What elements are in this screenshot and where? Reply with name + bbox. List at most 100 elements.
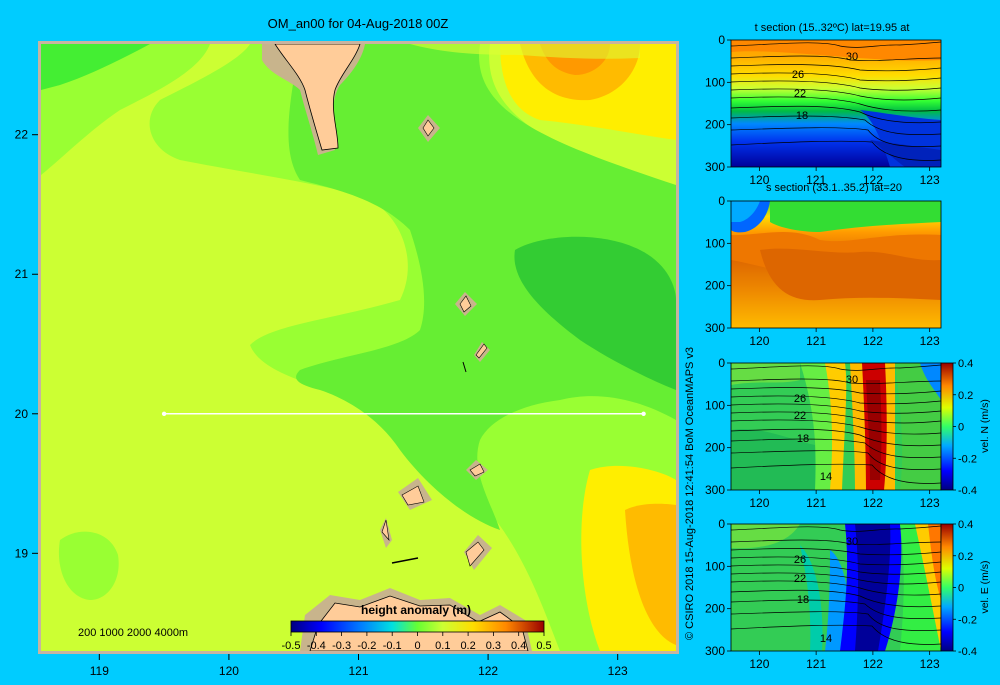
veln-contour-label-4: 18 (797, 433, 809, 445)
vele-section-x-tick-label: 121 (806, 657, 826, 671)
veln-colorbar-tick-label: -0.4 (958, 485, 977, 497)
vele-field-patch1 (731, 524, 800, 549)
t-contour-label-1: 30 (846, 51, 858, 63)
colorbar-tick-label: -0.3 (332, 640, 351, 652)
t-section-frame (730, 39, 942, 168)
veln-contour-label-5: 14 (820, 471, 832, 483)
veln-field-patch2 (800, 363, 837, 490)
colorbar-tick-label: 0.3 (486, 640, 501, 652)
veln-section-y-tick-label: 0 (718, 356, 725, 370)
map-x-tick-label: 122 (478, 664, 498, 678)
land-taiwan (274, 44, 361, 151)
veln-section-y-tick-label: 300 (705, 483, 725, 497)
map-field (41, 44, 676, 651)
map-x-tick-label: 123 (608, 664, 628, 678)
veln-contours (731, 364, 941, 484)
field-se-orange (625, 503, 676, 645)
vele-section-y-tick-label: 300 (705, 644, 725, 658)
map-y-axis: 22 21 20 19 (15, 128, 38, 560)
veln-contour-label-3: 22 (794, 410, 806, 422)
credit-text: © CSIRO 2018 15-Aug-2018 12:41:54 BoM Oc… (684, 347, 696, 640)
t-section-field (731, 40, 941, 167)
vele-section-y-tick-label: 0 (718, 517, 725, 531)
map-y-tick-label: 19 (15, 546, 29, 560)
vele-contour-label-3: 22 (794, 573, 806, 585)
map-y-tick-label: 20 (15, 407, 29, 421)
map-y-tick-label: 22 (15, 128, 29, 142)
s-field-core2 (760, 248, 941, 301)
t-contour-label-2: 26 (792, 69, 804, 81)
s-section-y-tick-label: 100 (705, 236, 725, 250)
map-x-tick-label: 121 (348, 664, 368, 678)
s-section-frame (730, 200, 942, 329)
veln-colorbar-tick-label: 0 (958, 422, 964, 434)
veln-section-axes: 120 121 122 123 0 100 200 300 (705, 356, 940, 510)
colorbar (290, 620, 545, 633)
colorbar-label: height anomaly (m) (361, 603, 471, 617)
vele-section-field (731, 524, 941, 651)
veln-colorbar-tick-label: 0.4 (958, 358, 973, 370)
s-section-field (731, 201, 941, 328)
colorbar-tick-label: 0.2 (460, 640, 475, 652)
colorbar-tick-label: -0.4 (307, 640, 326, 652)
vele-contour-label-2: 26 (794, 554, 806, 566)
vele-section-axes: 120 121 122 123 0 100 200 300 (705, 517, 940, 671)
map-x-tick-label: 119 (90, 664, 109, 678)
s-section-axes: 120 121 122 123 0 100 200 300 (705, 194, 940, 348)
colorbar-tick-label: 0.1 (435, 640, 450, 652)
s-field-top (770, 201, 941, 232)
vele-colorbar-tick-label: 0.4 (958, 519, 973, 531)
colorbar-tick-label: -0.2 (357, 640, 376, 652)
vele-colorbar-label: vel. E (m/s) (979, 560, 991, 613)
vele-colorbar-ticks: 0.4 0.2 0 -0.2 -0.4 (953, 519, 977, 658)
vele-contour-label-5: 14 (820, 633, 832, 645)
land-islet-2 (459, 295, 472, 313)
vele-contour-label-1: 30 (846, 536, 858, 548)
section-line-start (161, 411, 167, 416)
depth-legend: 200 1000 2000 4000m (78, 627, 188, 639)
veln-contour-label-2: 26 (794, 393, 806, 405)
land-islet-6 (381, 519, 390, 541)
veln-colorbar-tick-label: 0.2 (958, 390, 973, 402)
t-contour-label-4: 18 (796, 110, 808, 122)
vele-colorbar-tick-label: -0.4 (958, 646, 977, 658)
colorbar-ticks: -0.5 -0.4 -0.3 -0.2 -0.1 0 0.1 0.2 0.3 0.4 0.5 (282, 632, 552, 652)
t-section-y-tick-label: 100 (705, 75, 725, 89)
land-islet-4 (469, 463, 485, 477)
s-section-x-tick-label: 123 (920, 334, 940, 348)
veln-section-field (731, 363, 941, 490)
s-section-x-tick-label: 122 (863, 334, 883, 348)
veln-section-y-tick-label: 200 (705, 441, 725, 455)
vele-field-east-hot (928, 524, 941, 600)
t-section-y-tick-label: 200 (705, 118, 725, 132)
veln-colorbar-ticks: 0.4 0.2 0 -0.2 -0.4 (953, 358, 977, 497)
veln-colorbar (940, 362, 954, 491)
vele-colorbar-tick-label: 0 (958, 583, 964, 595)
vele-colorbar-tick-label: -0.2 (958, 614, 977, 626)
t-section-y-tick-label: 300 (705, 160, 725, 174)
veln-section-x-tick-label: 123 (920, 496, 940, 510)
veln-section-x-tick-label: 120 (749, 496, 769, 510)
land-islet-3 (475, 343, 488, 359)
veln-colorbar-label: vel. N (m/s) (979, 399, 991, 453)
t-contour-label-3: 22 (794, 88, 806, 100)
land-islet-5 (401, 485, 425, 506)
field-east-lobe (514, 236, 676, 390)
t-section-x-tick-label: 122 (863, 173, 883, 187)
field-central-mid (288, 44, 676, 530)
land-islet-8 (391, 557, 419, 564)
veln-section-x-tick-label: 122 (863, 496, 883, 510)
vele-section-y-tick-label: 200 (705, 602, 725, 616)
veln-field-deep (731, 428, 815, 490)
colorbar-tick-label: -0.1 (383, 640, 402, 652)
vele-section-x-tick-label: 122 (863, 657, 883, 671)
t-section-y-tick-label: 0 (718, 33, 725, 47)
s-section-x-tick-label: 120 (749, 334, 769, 348)
t-section-x-tick-label: 120 (749, 173, 769, 187)
colorbar-tick-label: -0.5 (282, 640, 301, 652)
s-section-y-tick-label: 200 (705, 279, 725, 293)
t-section-x-tick-label: 121 (806, 173, 826, 187)
vele-field-blue-core (855, 524, 891, 651)
field-nw-dark (41, 44, 150, 90)
